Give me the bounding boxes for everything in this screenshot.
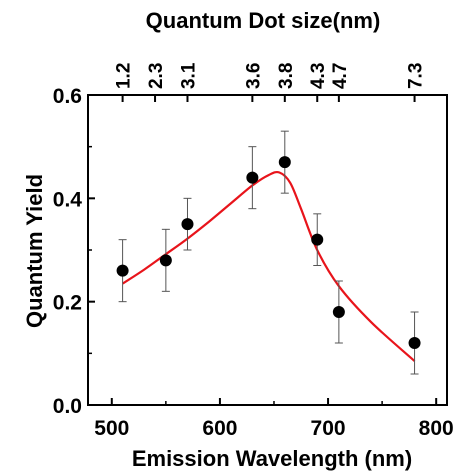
chart-title: Quantum Dot size(nm) [146,8,381,33]
fit-curve-line [122,170,416,362]
data-point [116,264,129,277]
data-point [332,306,345,318]
x-tick-label: 800 [419,417,454,440]
top-tick-label: 3.8 [276,63,297,89]
y-axis-title: Quantum Yield [22,174,47,328]
data-point [181,218,194,231]
data-point [278,156,291,169]
top-tick-label: 4.7 [330,63,351,89]
data-point [159,254,172,267]
plot-area [87,94,448,406]
y-tick-label: 0.4 [53,188,83,211]
plot-border [87,94,448,406]
x-axis: 500 600 700 800 [94,398,454,440]
y-tick-label: 0.6 [53,85,82,108]
x-tick-label: 500 [94,417,129,440]
y-tick-label: 0.0 [53,395,82,418]
data-point [311,233,324,246]
x-axis-title: Emission Wavelength (nm) [132,446,412,471]
top-axis: 1.2 2.3 3.1 3.6 3.8 4.3 4.7 7.3 [114,62,427,102]
data-points [116,130,421,375]
y-tick-label: 0.2 [53,292,82,315]
top-tick-label: 3.1 [178,62,199,89]
top-tick-label: 2.3 [146,63,167,89]
top-tick-label: 4.3 [308,63,329,89]
x-tick-label: 600 [202,417,237,440]
top-tick-label: 3.6 [243,63,264,89]
x-tick-label: 700 [311,417,346,440]
top-tick-label: 1.2 [114,63,135,89]
data-point [408,337,421,349]
fit-curve [122,170,416,362]
data-point [246,171,259,184]
top-tick-label: 7.3 [406,63,427,89]
y-axis: 0.0 0.2 0.4 0.6 [53,85,95,418]
